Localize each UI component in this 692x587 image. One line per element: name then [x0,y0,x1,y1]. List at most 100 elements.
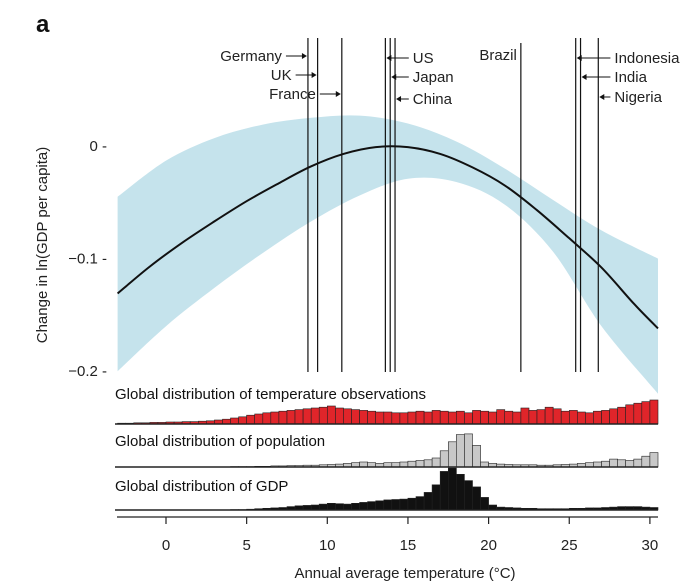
x-axis-title: Annual average temperature (°C) [294,565,515,582]
histogram-bar [609,458,618,468]
histogram-bar [633,402,643,425]
histogram-bar [601,410,610,425]
histogram-bar [625,460,635,468]
histogram-bar [633,458,643,468]
country-label-uk: UK [271,67,292,84]
confidence-band-layer [117,115,659,394]
histogram-bar [528,410,538,425]
histogram-bar [464,412,473,425]
histogram-bar [367,410,377,425]
x-axis: 0 5 10 15 20 25 30 [117,516,659,554]
histogram-bar [512,411,522,425]
histogram-bar [262,412,272,425]
histogram-bar [641,401,651,425]
histogram-bar [391,499,401,511]
histogram-bar [447,411,457,425]
confidence-band [117,115,659,394]
distribution-title: Global distribution of GDP [115,478,288,495]
histogram-bar [286,410,296,425]
histogram-bar [359,502,369,511]
country-arrowhead-uk [311,72,317,78]
y-axis-title: Change in ln(GDP per capita) [34,147,51,344]
histogram-bar [230,417,239,425]
histogram-bar [415,410,425,425]
histogram-bar [270,411,280,425]
histogram-bar [399,498,409,511]
histogram-bar [439,410,449,425]
histogram-bar [407,460,417,468]
histogram-bar [617,459,626,468]
histogram-bar [439,450,449,468]
histogram-bar [609,408,618,425]
histogram-bar [480,410,489,425]
distribution-panels: Global distribution of temperature obser… [115,386,659,511]
histogram-bar [455,410,465,425]
histogram-bar [423,411,433,425]
histogram-bar [488,411,498,425]
histogram-bar [447,441,457,468]
histogram-bar [407,497,417,511]
response-curve-layer [116,145,659,330]
histogram-bar [383,499,393,511]
histogram-bar [520,407,530,425]
response-curve [116,145,659,330]
histogram-bar [423,492,433,511]
histogram-bar [359,410,369,425]
country-label-india: India [614,69,647,86]
histogram-bar [343,503,352,511]
histogram-bar [576,411,586,425]
histogram-bar [423,459,433,468]
x-tick-label: 5 [242,537,250,554]
y-tick-label: −0.1 - [68,251,107,268]
histogram-bar [367,501,377,511]
x-tick-label: 0 [162,537,170,554]
histogram-bar [278,410,288,425]
x-tick-label: 20 [480,537,497,554]
histogram-bar [625,404,635,425]
histogram-bar [544,406,554,425]
histogram-bar [375,500,385,511]
histogram-bar [431,457,441,468]
histogram-bar [552,408,562,425]
histogram-bar [351,409,360,425]
histogram-bar [343,408,352,425]
histogram-bar [326,405,336,425]
histogram-bar [464,433,473,468]
country-arrowhead-india [581,74,587,80]
x-tick-label: 10 [319,537,336,554]
histogram-bar [431,410,441,425]
histogram-bar [415,496,425,511]
histogram-bar [318,503,328,511]
x-tick-label: 15 [400,537,417,554]
histogram-bar [480,497,489,511]
histogram-bar [568,410,578,425]
histogram-bar [464,480,473,511]
histogram-bar [391,412,401,425]
histogram-bar [455,434,465,468]
country-arrowhead-france [335,91,341,97]
x-tick-label: 25 [561,537,578,554]
histogram-bar [649,399,659,425]
histogram-bar [439,471,449,511]
histogram-bar [585,412,594,425]
country-label-china: China [413,91,453,108]
histogram-bar [536,409,546,425]
country-label-france: France [269,86,316,103]
country-arrowhead-nigeria [599,94,605,100]
country-label-japan: Japan [413,69,454,86]
x-tick-label: 30 [642,537,659,554]
histogram-bar [302,408,312,425]
histogram-bar [601,460,610,468]
histogram-bar [472,410,481,425]
histogram-bar [383,411,393,425]
histogram-bar [335,407,344,425]
country-label-brazil: Brazil [479,47,517,64]
distribution-title: Global distribution of temperature obser… [115,386,426,403]
histogram-bar [455,473,465,511]
histogram-bar [504,410,514,425]
country-arrowhead-china [396,96,402,102]
histogram-bar [496,409,506,425]
histogram-bar [641,455,651,468]
y-tick-label: −0.2 - [68,363,107,380]
